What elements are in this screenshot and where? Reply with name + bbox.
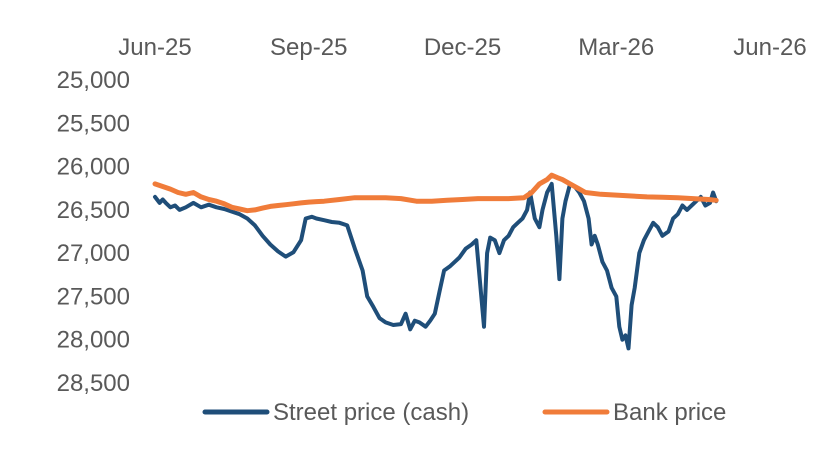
x-tick-label: Jun-26	[733, 34, 806, 61]
y-axis-ticks: 25,000 25,500 26,000 26,500 27,000 27,500 28,0…	[57, 67, 130, 397]
y-tick-label: 25,000	[57, 67, 130, 94]
series-line-street-price	[153, 181, 719, 351]
x-tick-label: Mar-26	[578, 34, 654, 61]
y-tick-label: 28,000	[57, 327, 130, 354]
series-layer	[152, 172, 719, 351]
x-tick-label: Jun-25	[118, 34, 191, 61]
y-tick-label: 25,500	[57, 110, 130, 137]
legend-label-street-price: Street price (cash)	[273, 399, 469, 426]
y-tick-label: 27,000	[57, 240, 130, 267]
y-tick-label: 28,500	[57, 370, 130, 397]
y-tick-label: 26,500	[57, 197, 130, 224]
series-line-bank-price	[152, 172, 719, 214]
x-tick-label: Dec-25	[424, 34, 501, 61]
y-tick-label: 27,500	[57, 283, 130, 310]
y-tick-label: 26,000	[57, 154, 130, 181]
x-axis-ticks: Jun-25 Sep-25 Dec-25 Mar-26 Jun-26	[118, 34, 806, 61]
legend: Street price (cash) Bank price	[202, 399, 726, 426]
legend-label-bank-price: Bank price	[613, 399, 726, 426]
x-tick-label: Sep-25	[270, 34, 347, 61]
